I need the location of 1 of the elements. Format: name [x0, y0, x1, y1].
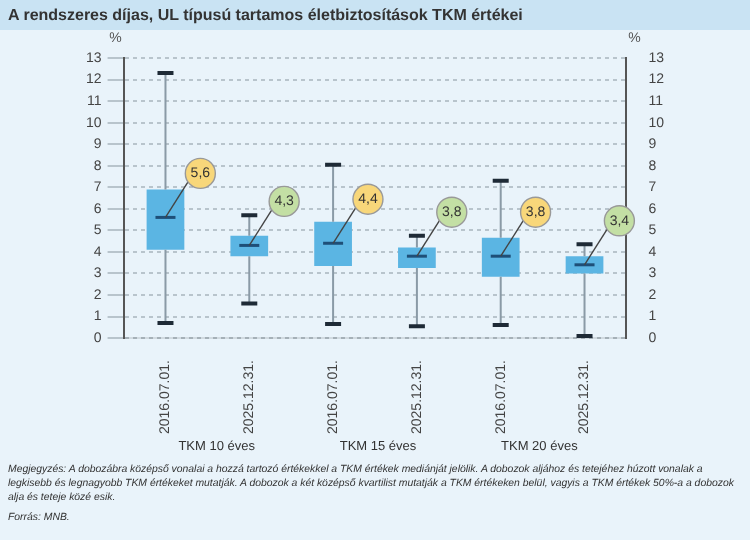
chart-title: A rendszeres díjas, UL típusú tartamos életbiztosítások TKM értékei	[0, 0, 750, 30]
